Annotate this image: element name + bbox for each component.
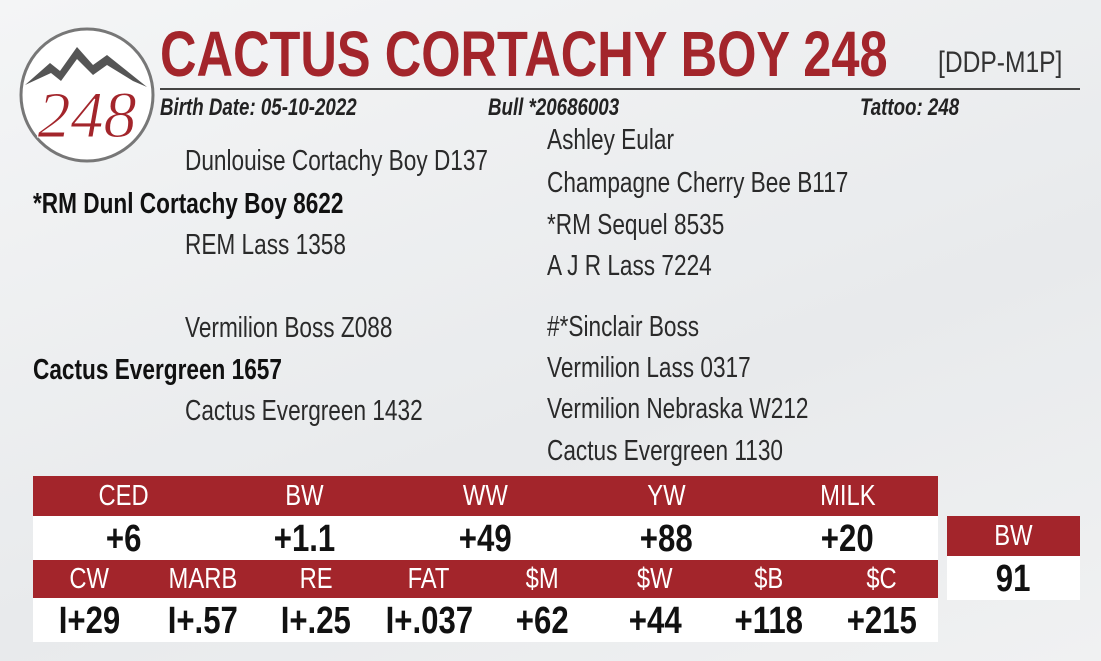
value-band	[33, 516, 938, 560]
logo-text: 248	[38, 79, 137, 152]
title: CACTUS CORTACHY BOY 248	[160, 18, 888, 90]
ancestor: #*Sinclair Boss	[547, 311, 700, 343]
epd-header-text: $B	[753, 563, 783, 595]
epd-header: WW	[395, 482, 576, 511]
logo: 248	[19, 27, 155, 163]
epd-header: $M	[486, 565, 599, 594]
registration: Bull *20686003	[488, 94, 620, 121]
epd-value: +118	[712, 602, 825, 640]
side-value-band	[947, 556, 1080, 600]
rule	[160, 88, 1080, 90]
epd-header-text: MARB	[168, 563, 238, 595]
epd-value: +44	[599, 602, 712, 640]
epd-header: MILK	[757, 482, 938, 511]
epd-header: CW	[33, 565, 146, 594]
epd-header-text: CW	[69, 563, 110, 595]
ancestor: Champagne Cherry Bee B117	[547, 167, 849, 199]
epd-value-text: +88	[640, 518, 693, 560]
epd-value: +215	[825, 602, 938, 640]
side-header-band	[947, 516, 1080, 556]
dam: Cactus Evergreen 1657	[33, 354, 282, 386]
epd-value: I+.25	[259, 602, 372, 640]
epd-value-text: +49	[459, 518, 512, 560]
epd-header: FAT	[372, 565, 485, 594]
epd-value: I+.037	[372, 602, 485, 640]
epd-value: +20	[757, 520, 938, 558]
epd-header: RE	[259, 565, 372, 594]
epd-value: +6	[33, 520, 214, 558]
sire: *RM Dunl Cortachy Boy 8622	[33, 188, 344, 220]
ancestor: A J R Lass 7224	[547, 250, 712, 282]
epd-value: +1.1	[214, 520, 395, 558]
header-band	[33, 476, 938, 516]
epd-header-text: $W	[637, 563, 674, 595]
tattoo: Tattoo: 248	[860, 94, 960, 121]
birth-date: Birth Date: 05-10-2022	[160, 94, 357, 121]
epd-header: BW	[214, 482, 395, 511]
sire-dam: REM Lass 1358	[185, 229, 346, 261]
dam-sire: Vermilion Boss Z088	[185, 312, 393, 344]
ancestor: Ashley Eular	[547, 124, 674, 156]
epd-value: +62	[486, 602, 599, 640]
ancestor: *RM Sequel 8535	[547, 209, 725, 241]
epd-header-text: $C	[866, 563, 897, 595]
epd-value: I+.57	[146, 602, 259, 640]
epd-value-text: +44	[628, 600, 682, 642]
epd-value-text: I+.25	[280, 600, 351, 642]
epd-value-text: +20	[821, 518, 874, 560]
epd-header-text: WW	[463, 480, 508, 512]
epd-value-text: I+.037	[385, 600, 473, 642]
epd-header: $W	[599, 565, 712, 594]
epd-header-text: FAT	[408, 563, 450, 595]
epd-header-text: $M	[525, 563, 559, 595]
header-band	[33, 560, 938, 598]
side-value: 91	[947, 560, 1080, 598]
tag: [DDP-M1P]	[938, 46, 1063, 79]
value-band	[33, 598, 938, 642]
epd-header-text: MILK	[819, 480, 876, 512]
epd-value-text: +6	[105, 518, 142, 560]
side-header: BW	[947, 522, 1080, 551]
epd-value: +49	[395, 520, 576, 558]
sire-sire: Dunlouise Cortachy Boy D137	[185, 145, 489, 177]
side-header-text: BW	[994, 520, 1033, 552]
epd-header: MARB	[146, 565, 259, 594]
epd-value-text: +62	[515, 600, 569, 642]
ancestor: Vermilion Lass 0317	[547, 352, 751, 384]
epd-value: I+29	[33, 602, 146, 640]
dam-dam: Cactus Evergreen 1432	[185, 395, 423, 427]
epd-header-text: RE	[299, 563, 333, 595]
epd-header-text: CED	[98, 480, 149, 512]
epd-header: $B	[712, 565, 825, 594]
ancestor: Cactus Evergreen 1130	[547, 435, 783, 467]
epd-value: +88	[576, 520, 757, 558]
epd-header: CED	[33, 482, 214, 511]
epd-value-text: I+.57	[167, 600, 238, 642]
epd-header-text: YW	[647, 480, 686, 512]
epd-value-text: +215	[846, 600, 917, 642]
epd-value-text: +1.1	[273, 518, 336, 560]
epd-value-text: I+29	[58, 600, 121, 642]
ancestor: Vermilion Nebraska W212	[547, 393, 809, 425]
epd-header: $C	[825, 565, 938, 594]
epd-header: YW	[576, 482, 757, 511]
epd-value-text: +118	[734, 600, 803, 642]
epd-header-text: BW	[285, 480, 324, 512]
side-value-text: 91	[996, 558, 1031, 600]
